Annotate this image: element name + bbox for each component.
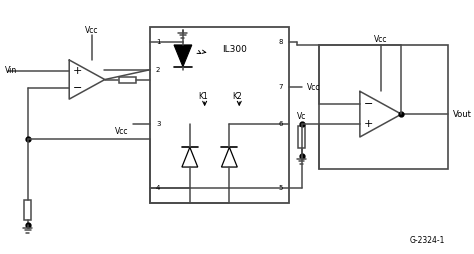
- Text: −: −: [73, 83, 82, 93]
- Bar: [24, 200, 31, 220]
- Bar: [118, 76, 137, 83]
- Bar: [150, 27, 289, 203]
- Text: Vc: Vc: [297, 112, 306, 121]
- Text: 7: 7: [279, 84, 283, 90]
- Text: Vin: Vin: [5, 66, 17, 75]
- Text: 5: 5: [279, 185, 283, 191]
- Text: 2: 2: [156, 67, 160, 73]
- Polygon shape: [174, 45, 192, 67]
- Text: 4: 4: [156, 185, 160, 191]
- Text: 3: 3: [156, 121, 160, 127]
- Text: K1: K1: [198, 92, 208, 101]
- Text: +: +: [364, 119, 374, 130]
- Bar: [319, 45, 448, 168]
- Text: Vcc: Vcc: [115, 128, 128, 136]
- Text: −: −: [364, 99, 374, 109]
- Text: 6: 6: [279, 121, 283, 127]
- Text: K2: K2: [232, 92, 242, 101]
- Bar: [298, 126, 305, 148]
- Text: Vcc: Vcc: [307, 83, 320, 92]
- Text: 8: 8: [279, 39, 283, 45]
- Text: IL300: IL300: [222, 45, 247, 54]
- Polygon shape: [182, 147, 198, 167]
- Text: G-2324-1: G-2324-1: [410, 236, 445, 245]
- Text: Vcc: Vcc: [374, 35, 387, 43]
- Text: Vout: Vout: [453, 110, 472, 119]
- Text: +: +: [73, 66, 82, 76]
- Text: Vcc: Vcc: [85, 26, 99, 35]
- Polygon shape: [221, 147, 237, 167]
- Text: 1: 1: [156, 39, 160, 45]
